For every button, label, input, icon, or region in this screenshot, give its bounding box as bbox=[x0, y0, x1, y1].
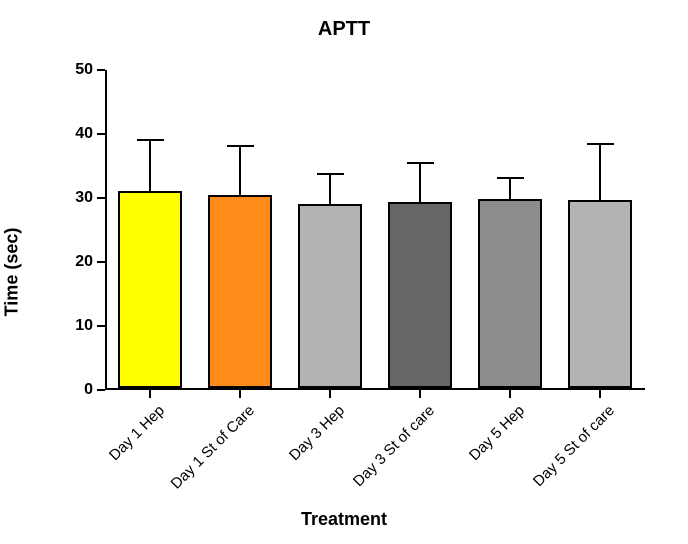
y-tick-label: 30 bbox=[75, 189, 93, 207]
error-bar bbox=[599, 144, 601, 202]
aptt-chart: APTT Time (sec) 01020304050Day 1 HepDay … bbox=[0, 0, 688, 544]
y-tick bbox=[97, 325, 105, 327]
plot-area: 01020304050Day 1 HepDay 1 St of CareDay … bbox=[105, 70, 645, 390]
x-axis-label: Treatment bbox=[0, 509, 688, 530]
y-tick-label: 0 bbox=[84, 381, 93, 399]
bar bbox=[568, 200, 633, 388]
x-axis bbox=[105, 388, 645, 390]
bar bbox=[208, 195, 273, 388]
error-cap bbox=[587, 143, 614, 145]
error-cap bbox=[137, 139, 164, 141]
y-tick bbox=[97, 389, 105, 391]
x-tick bbox=[599, 390, 601, 398]
error-bar bbox=[149, 140, 151, 193]
error-cap bbox=[407, 162, 434, 164]
error-bar bbox=[239, 146, 241, 197]
y-axis-label: Time (sec) bbox=[2, 228, 23, 317]
y-tick-label: 50 bbox=[75, 61, 93, 79]
error-bar bbox=[419, 163, 421, 203]
error-cap bbox=[227, 145, 254, 147]
y-tick bbox=[97, 261, 105, 263]
error-cap bbox=[497, 177, 524, 179]
y-tick bbox=[97, 133, 105, 135]
y-tick-label: 20 bbox=[75, 253, 93, 271]
bar bbox=[118, 191, 183, 388]
error-bar bbox=[509, 178, 511, 201]
bar bbox=[388, 202, 453, 388]
y-tick-label: 10 bbox=[75, 317, 93, 335]
bar bbox=[298, 204, 363, 388]
x-tick bbox=[509, 390, 511, 398]
x-tick bbox=[239, 390, 241, 398]
y-tick bbox=[97, 197, 105, 199]
bar bbox=[478, 199, 543, 388]
x-tick bbox=[149, 390, 151, 398]
y-tick-label: 40 bbox=[75, 125, 93, 143]
x-tick bbox=[419, 390, 421, 398]
chart-title: APTT bbox=[0, 18, 688, 41]
error-bar bbox=[329, 174, 331, 206]
error-cap bbox=[317, 173, 344, 175]
y-tick bbox=[97, 69, 105, 71]
x-tick bbox=[329, 390, 331, 398]
y-axis bbox=[105, 70, 107, 390]
